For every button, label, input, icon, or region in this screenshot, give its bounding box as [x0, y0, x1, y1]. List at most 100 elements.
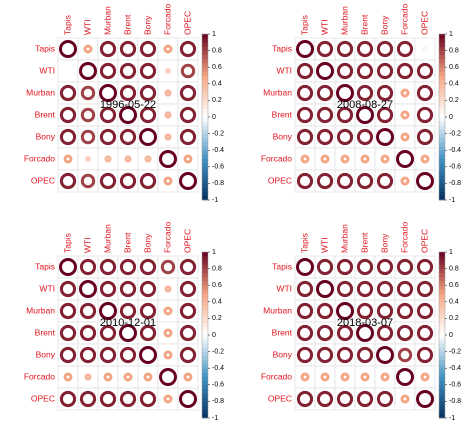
column-label: OPEC: [182, 229, 192, 253]
colorbar-segment: [439, 252, 445, 257]
colorbar-segment: [202, 162, 208, 168]
cell: [157, 299, 179, 323]
colorbar-segment: [439, 87, 445, 93]
corr-circle: [99, 172, 117, 190]
colorbar-segment: [202, 305, 208, 311]
colorbar-tick-label: 0: [449, 332, 453, 339]
colorbar-segment: [202, 380, 208, 386]
colorbar-segment: [439, 170, 445, 176]
colorbar-tick-label: -0.4: [449, 365, 461, 372]
corr-circle: [356, 62, 374, 80]
corr-circle: [376, 258, 394, 276]
colorbar-segment: [439, 112, 445, 118]
cell: [354, 365, 376, 389]
corr-circle: [59, 128, 77, 146]
colorbar-segment: [202, 179, 208, 184]
column-label: OPEC: [182, 11, 192, 35]
colorbar-segment: [202, 347, 208, 352]
cell: [77, 37, 99, 61]
colorbar-tick-label: 0.2: [212, 315, 222, 322]
colorbar-segment: [439, 326, 445, 332]
colorbar-segment: [202, 42, 208, 47]
colorbar-segment: [439, 409, 445, 415]
corr-circle: [356, 172, 374, 190]
colorbar-tick-label: 0.6: [449, 282, 459, 289]
colorbar-segment: [202, 281, 208, 286]
colorbar-segment: [439, 305, 445, 311]
column-label: Tapis: [62, 233, 72, 253]
colorbar-segment: [439, 285, 445, 290]
colorbar-segment: [202, 343, 208, 348]
corr-circle: [376, 84, 394, 102]
corr-circle: [139, 62, 157, 80]
colorbar-segment: [202, 397, 208, 402]
corr-circle: [296, 84, 314, 102]
cell: [157, 81, 179, 105]
corr-circle: [376, 62, 394, 80]
corr-circle: [99, 346, 117, 364]
corr-circle: [119, 84, 137, 102]
column-label: Forcado: [399, 4, 409, 35]
colorbar-segment: [439, 71, 445, 76]
colorbar-segment: [439, 50, 445, 56]
colorbar-tick-label: 0.8: [212, 265, 222, 272]
cell: [314, 365, 336, 389]
date-label: 2018-03-07: [337, 317, 393, 329]
corr-circle: [296, 346, 314, 364]
corr-circle: [179, 302, 197, 320]
column-label: Brent: [359, 232, 369, 253]
colorbar-segment: [202, 150, 208, 155]
colorbar-tick-label: -0.8: [212, 398, 224, 405]
corr-circle: [119, 280, 137, 298]
colorbar-segment: [202, 34, 208, 39]
cell: [137, 147, 159, 171]
corr-circle: [400, 132, 410, 142]
corr-circle: [300, 372, 310, 382]
corr-circle: [320, 372, 330, 382]
colorbar-segment: [439, 351, 445, 357]
corr-circle: [416, 390, 434, 408]
corr-circle: [159, 150, 177, 168]
corr-circle: [336, 346, 354, 364]
corr-circle: [396, 368, 414, 386]
corr-circle: [336, 258, 354, 276]
colorbar-segment: [439, 272, 445, 278]
corr-circle: [139, 324, 157, 342]
colorbar-segment: [202, 108, 208, 114]
colorbar-segment: [202, 285, 208, 290]
colorbar-segment: [439, 397, 445, 402]
column-label: WTI: [319, 237, 329, 253]
corr-circle: [163, 306, 173, 316]
colorbar-segment: [439, 54, 445, 60]
corr-circle: [164, 133, 172, 141]
corr-circle: [336, 302, 354, 320]
colorbar-segment: [439, 146, 445, 151]
colorbar-segment: [439, 129, 445, 134]
corr-circle: [296, 302, 314, 320]
colorbar-segment: [202, 401, 208, 406]
colorbar-segment: [202, 100, 208, 105]
colorbar-tick-label: 0.6: [212, 64, 222, 71]
corr-circle: [296, 280, 314, 298]
colorbar-segment: [202, 175, 208, 180]
corr-circle: [416, 324, 434, 342]
corr-circle: [316, 40, 334, 58]
corr-circle: [396, 150, 414, 168]
cell: [157, 277, 179, 301]
column-label: Murban: [339, 6, 349, 35]
colorbar-segment: [439, 264, 445, 269]
colorbar-segment: [202, 195, 208, 201]
colorbar-segment: [439, 183, 445, 188]
colorbar-tick-label: -0.6: [212, 382, 224, 389]
corr-circle: [416, 346, 434, 364]
cell: [117, 365, 139, 389]
colorbar-tick-label: 0.8: [212, 47, 222, 54]
colorbar-segment: [202, 256, 208, 261]
colorbar-tick-label: -0.2: [449, 348, 461, 355]
colorbar-segment: [202, 318, 208, 323]
colorbar-segment: [439, 401, 445, 406]
cell: [394, 387, 416, 411]
corr-circle: [159, 368, 177, 386]
corr-circle: [416, 258, 434, 276]
colorbar-segment: [439, 141, 445, 147]
